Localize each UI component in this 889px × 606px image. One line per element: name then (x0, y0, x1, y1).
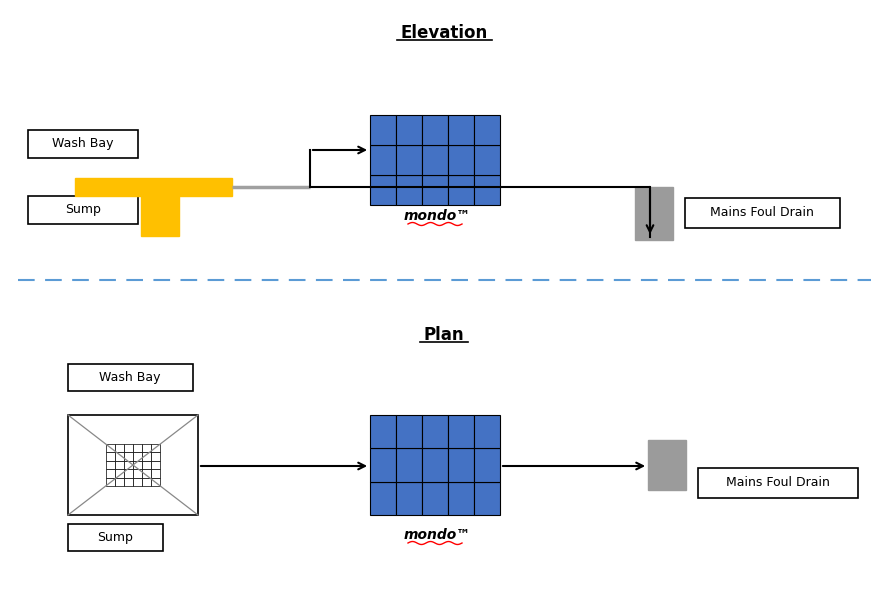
Bar (124, 453, 133, 461)
Text: Elevation: Elevation (400, 24, 488, 42)
Bar (396, 115, 422, 145)
Bar (474, 415, 500, 448)
Text: Mains Foul Drain: Mains Foul Drain (726, 476, 830, 490)
Bar (648, 440, 686, 490)
Bar (75, 178, 232, 196)
Bar (133, 469, 142, 478)
Bar (28, 130, 138, 158)
Bar (474, 482, 500, 515)
Bar (106, 478, 115, 486)
Bar (115, 444, 124, 453)
Text: mondo™: mondo™ (404, 209, 470, 223)
Text: Wash Bay: Wash Bay (100, 371, 161, 384)
Bar (151, 478, 161, 486)
Bar (142, 461, 151, 469)
Bar (370, 448, 396, 482)
Bar (370, 115, 396, 145)
Bar (422, 448, 448, 482)
Bar (448, 415, 474, 448)
Bar (124, 444, 133, 453)
Bar (474, 145, 500, 175)
Bar (68, 524, 163, 551)
Bar (68, 415, 198, 515)
Bar (151, 461, 161, 469)
Bar (422, 145, 448, 175)
Bar (448, 145, 474, 175)
Bar (106, 453, 115, 461)
Bar (133, 453, 142, 461)
Bar (698, 468, 858, 498)
Bar (133, 444, 142, 453)
Bar (448, 175, 474, 205)
Bar (151, 453, 161, 461)
Bar (151, 444, 161, 453)
Text: Wash Bay: Wash Bay (52, 138, 114, 150)
Bar (474, 448, 500, 482)
Bar (28, 196, 138, 224)
Bar (142, 478, 151, 486)
Bar (141, 196, 179, 236)
Bar (68, 364, 193, 391)
Bar (474, 175, 500, 205)
Bar (106, 444, 115, 453)
Text: Sump: Sump (97, 531, 133, 545)
Bar (124, 478, 133, 486)
Bar (396, 448, 422, 482)
Bar (370, 415, 396, 448)
Bar (370, 175, 396, 205)
Bar (448, 448, 474, 482)
Bar (422, 175, 448, 205)
Bar (115, 478, 124, 486)
Bar (142, 444, 151, 453)
Bar (396, 482, 422, 515)
Bar (115, 461, 124, 469)
Bar (370, 482, 396, 515)
Text: Plan: Plan (424, 326, 464, 344)
Bar (151, 469, 161, 478)
Bar (133, 461, 142, 469)
Bar (396, 175, 422, 205)
Text: mondo™: mondo™ (404, 528, 470, 542)
Bar (396, 145, 422, 175)
Bar (422, 415, 448, 448)
Bar (422, 115, 448, 145)
Bar (142, 453, 151, 461)
Bar (370, 145, 396, 175)
Bar (422, 482, 448, 515)
Text: Sump: Sump (65, 204, 101, 216)
Bar (685, 198, 840, 228)
Bar (133, 478, 142, 486)
Bar (142, 469, 151, 478)
Bar (635, 187, 673, 240)
Bar (106, 469, 115, 478)
Bar (106, 461, 115, 469)
Bar (448, 482, 474, 515)
Bar (115, 453, 124, 461)
Bar (474, 115, 500, 145)
Bar (124, 469, 133, 478)
Text: Mains Foul Drain: Mains Foul Drain (710, 207, 814, 219)
Bar (448, 115, 474, 145)
Bar (396, 415, 422, 448)
Bar (124, 461, 133, 469)
Bar (115, 469, 124, 478)
